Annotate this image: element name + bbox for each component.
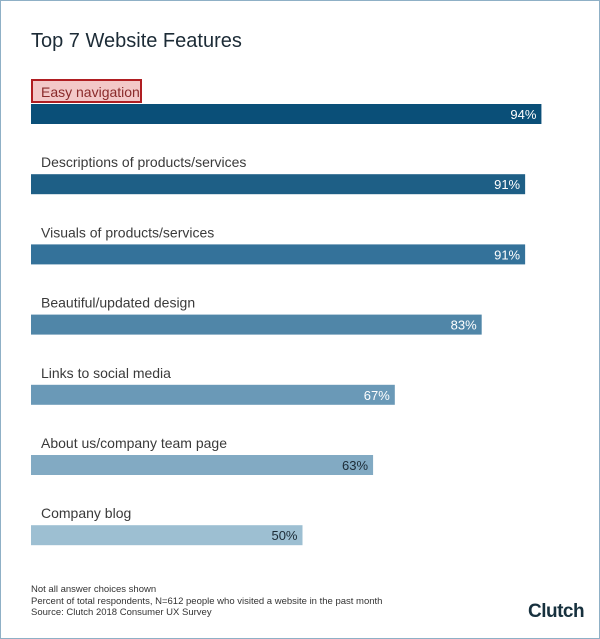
- category-label: About us/company team page: [41, 435, 227, 451]
- value-label: 67%: [364, 388, 390, 403]
- bar: [31, 104, 542, 124]
- bar: [31, 244, 526, 265]
- category-label: Links to social media: [41, 365, 171, 381]
- value-label: 63%: [342, 458, 368, 473]
- category-label: Easy navigation: [41, 84, 140, 100]
- category-label: Descriptions of products/services: [41, 154, 246, 170]
- bar: [31, 455, 374, 475]
- logo-text: Clutch: [528, 601, 585, 622]
- bar: [31, 384, 395, 405]
- bar: [31, 174, 526, 195]
- value-label: 83%: [451, 318, 477, 333]
- footnotes: Not all answer choices shown Percent of …: [31, 584, 382, 619]
- category-label: Beautiful/updated design: [41, 295, 195, 311]
- bar: [31, 525, 303, 546]
- highlight-box: [31, 79, 142, 103]
- footnote-2: Percent of total respondents, N=612 peop…: [31, 595, 383, 607]
- chart-title: Top 7 Website Features: [31, 30, 242, 52]
- bar-chart: Easy navigation 94% Descriptions of produc…: [31, 79, 542, 546]
- category-label: Company blog: [41, 505, 131, 521]
- category-label: Visuals of products/services: [41, 224, 214, 240]
- value-label: 94%: [510, 107, 536, 122]
- value-label: 91%: [494, 177, 520, 192]
- clutch-logo: Clutch: [528, 601, 585, 623]
- value-label: 91%: [494, 247, 520, 262]
- bar: [31, 314, 482, 335]
- value-label: 50%: [271, 528, 297, 543]
- footnote-3: Source: Clutch 2018 Consumer UX Survey: [31, 607, 212, 618]
- footnote-1: Not all answer choices shown: [31, 584, 157, 595]
